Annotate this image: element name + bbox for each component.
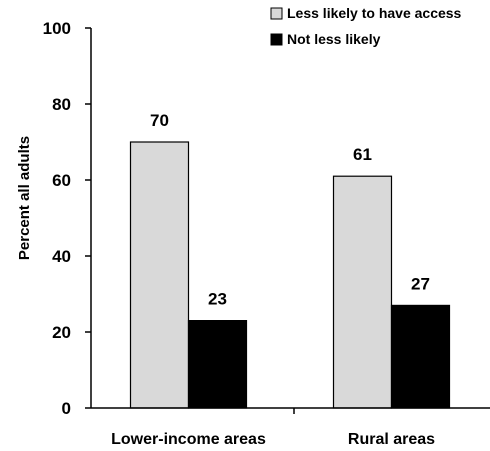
data-label: 23 — [208, 290, 227, 309]
legend-label: Not less likely — [287, 31, 381, 47]
data-label: 61 — [353, 145, 372, 164]
bar-less-likely-0 — [129, 141, 190, 409]
bar-not-less-likely-0 — [187, 320, 248, 409]
y-tick-label: 80 — [52, 95, 71, 114]
data-label: 27 — [411, 274, 430, 293]
y-tick-label: 20 — [52, 323, 71, 342]
y-tick-label: 100 — [43, 19, 71, 38]
bar-less-likely-1 — [332, 175, 393, 409]
x-category-label: Rural areas — [348, 431, 435, 448]
y-axis-title: Percent all adults — [16, 136, 33, 260]
x-category-label: Lower-income areas — [111, 431, 266, 448]
legend-label: Less likely to have access — [287, 5, 462, 21]
y-tick-label: 40 — [52, 247, 71, 266]
bar-not-less-likely-1 — [390, 304, 451, 409]
y-tick-label: 0 — [62, 399, 71, 418]
legend: Less likely to have access Not less likel… — [270, 5, 462, 47]
data-label: 70 — [150, 111, 169, 130]
legend-swatch — [270, 33, 283, 46]
legend-swatch — [270, 7, 283, 20]
y-tick-label: 60 — [52, 171, 71, 190]
